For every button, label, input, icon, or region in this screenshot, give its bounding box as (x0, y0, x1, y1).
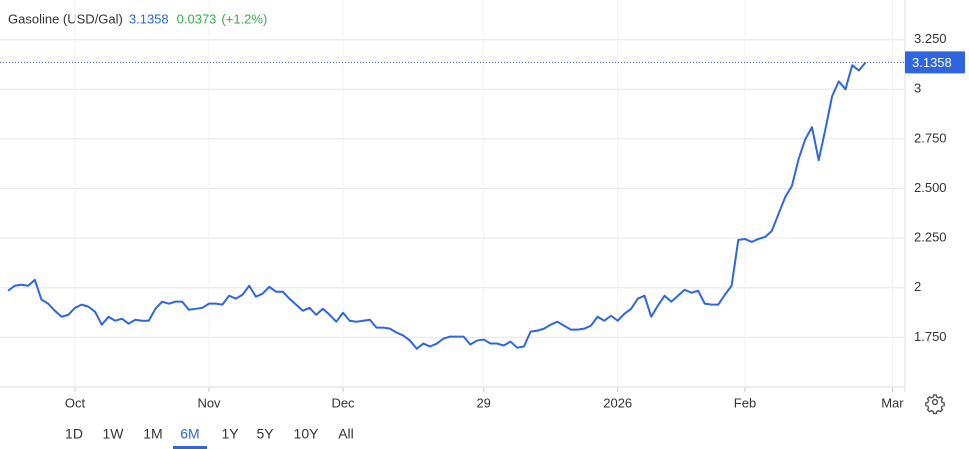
range-button[interactable]: 1W (103, 426, 125, 442)
price-change-percent: (+1.2%) (221, 11, 267, 26)
x-tick-label: 29 (476, 395, 490, 410)
price-line (7, 61, 867, 350)
x-tick-label: Dec (331, 395, 355, 410)
range-button[interactable]: 5Y (256, 426, 274, 442)
y-tick-label: 2.750 (914, 130, 947, 145)
y-tick-label: 3.250 (914, 31, 947, 46)
y-tick-label: 2.500 (914, 180, 947, 195)
range-button[interactable]: 10Y (294, 426, 320, 442)
y-tick-label: 2.250 (914, 230, 947, 245)
last-value-tag (905, 51, 965, 74)
instrument-title: Gasoline (USD/Gal) (8, 11, 123, 26)
x-tick-label: 2026 (603, 395, 632, 410)
x-tick-label: Feb (734, 395, 756, 410)
y-tick-label: 1.750 (914, 329, 947, 344)
last-price: 3.1358 (129, 11, 169, 26)
y-tick-label: 3 (914, 81, 921, 96)
x-tick-label: Mar (881, 395, 904, 410)
last-value-label: 3.1358 (912, 55, 952, 70)
active-range-underline (173, 446, 207, 449)
range-button[interactable]: 1M (143, 426, 162, 442)
grid (0, 0, 905, 387)
y-tick-label: 2 (914, 279, 921, 294)
range-button[interactable]: 6M (180, 426, 199, 442)
range-button[interactable]: 1Y (221, 426, 239, 442)
range-button[interactable]: All (338, 426, 354, 442)
range-button[interactable]: 1D (65, 426, 83, 442)
x-tick-label: Nov (197, 395, 221, 410)
price-change: 0.0373 (177, 11, 217, 26)
settings-icon[interactable] (925, 394, 945, 415)
x-tick-label: Oct (65, 395, 86, 410)
